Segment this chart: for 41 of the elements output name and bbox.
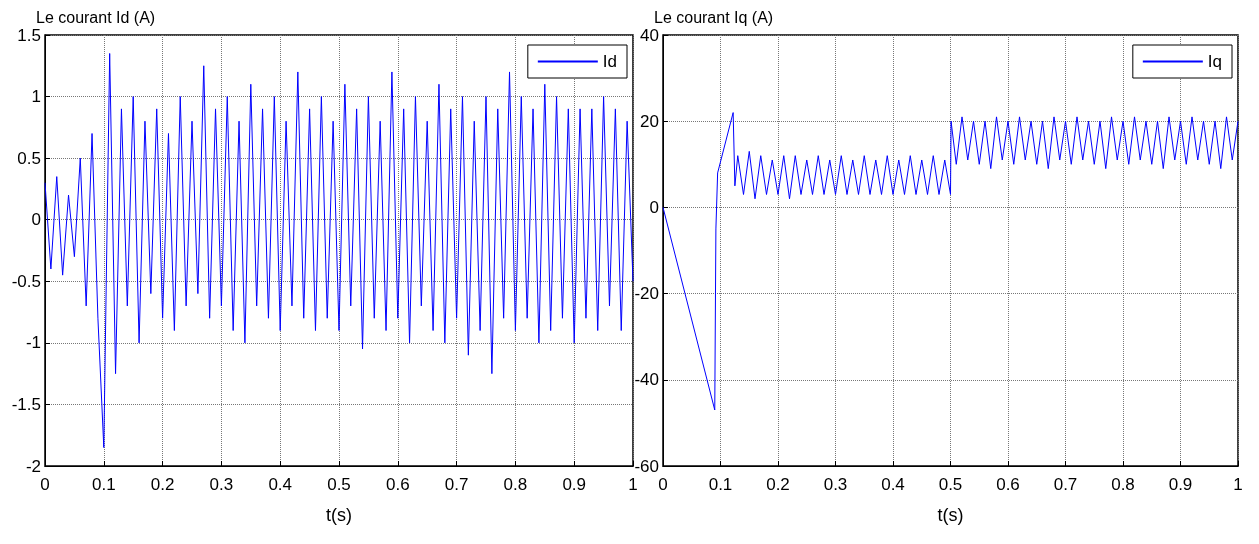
y-tick-label: -60	[634, 456, 659, 476]
x-tick-label: 0.5	[327, 475, 351, 494]
chart-title: Le courant Id (A)	[36, 8, 156, 26]
x-axis-title: t(s)	[937, 505, 964, 525]
y-tick-label: 0	[649, 197, 659, 217]
legend-label: Iq	[1207, 52, 1223, 71]
line-series	[44, 52, 634, 449]
legend-label: Id	[602, 52, 618, 71]
x-tick-label: 0.9	[562, 475, 587, 494]
x-tick-label: 0.6	[385, 475, 410, 494]
y-tick-label: -2	[25, 456, 41, 476]
y-tick-label: -1.5	[11, 394, 41, 414]
y-tick-label: -1	[25, 333, 41, 353]
x-tick-label: 0.8	[1111, 475, 1135, 494]
y-tick-label: 40	[640, 25, 659, 45]
x-axis-title: t(s)	[326, 505, 352, 525]
y-tick-label: -20	[634, 284, 659, 304]
x-tick-label: 0.8	[503, 475, 528, 494]
chart-title: Le courant Iq (A)	[654, 8, 774, 26]
y-tick-label: -0.5	[11, 271, 41, 291]
x-tick-label: 0.9	[1168, 475, 1193, 494]
x-tick-label: 1	[1233, 475, 1243, 494]
y-tick-label: 1.5	[17, 25, 41, 45]
y-tick-label: 0.5	[17, 148, 41, 168]
x-tick-label: 0.4	[881, 475, 905, 494]
y-tick-label: 0	[31, 210, 41, 230]
x-tick-label: 0.2	[766, 475, 790, 494]
x-tick-label: 0.1	[91, 475, 116, 494]
x-tick-label: 0.4	[268, 475, 293, 494]
y-tick-label: 20	[640, 111, 659, 131]
line-series	[662, 112, 1239, 411]
x-tick-label: 0.1	[708, 475, 733, 494]
x-tick-label: 0.3	[209, 475, 234, 494]
x-tick-label: 0.3	[823, 475, 848, 494]
x-tick-label: 0.2	[150, 475, 175, 494]
y-tick-label: 1	[31, 87, 41, 107]
y-tick-label: -40	[634, 370, 659, 390]
x-tick-label: 0.7	[444, 475, 469, 494]
x-tick-label: 0.5	[938, 475, 963, 494]
x-tick-label: 0.6	[996, 475, 1020, 494]
x-tick-label: 0.7	[1053, 475, 1078, 494]
